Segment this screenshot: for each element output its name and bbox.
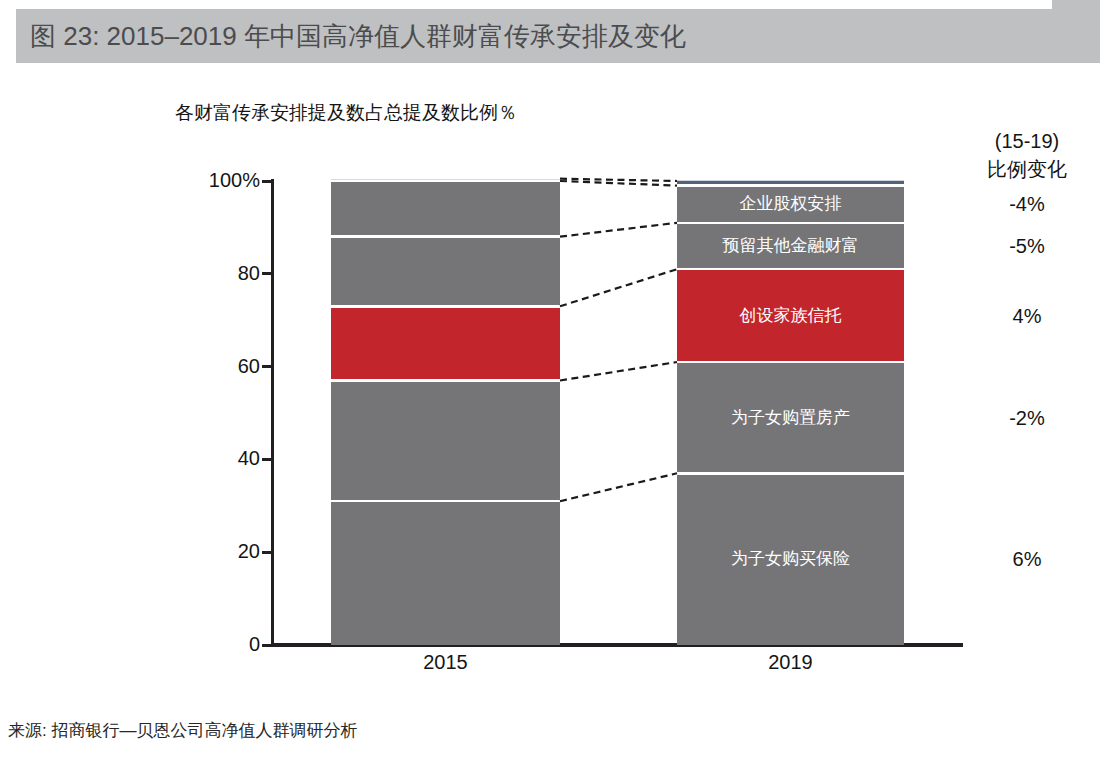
segment-gap	[677, 268, 904, 271]
plot-area: 100% 80 60 40 20 0 2015 为子女购买保险 6% 为子女购置房产 -2% 创设家族…	[0, 0, 1100, 761]
sliver-top-edge	[677, 180, 904, 182]
y-tick-label: 0	[190, 633, 260, 656]
bar-segment	[331, 181, 560, 237]
bar-segment	[331, 237, 560, 307]
change-value: 4%	[967, 304, 1087, 328]
segment-gap	[677, 222, 904, 225]
y-axis-tick	[262, 458, 271, 461]
segment-gap	[331, 500, 560, 503]
bar-segment	[331, 306, 560, 380]
source-line: 来源: 招商银行—贝恩公司高净值人群调研分析	[8, 719, 357, 742]
y-tick-label: 100%	[190, 169, 260, 192]
segment-label: 为子女购买保险	[677, 549, 904, 569]
y-axis-tick	[262, 365, 271, 368]
segment-gap	[331, 379, 560, 382]
x-axis-label: 2015	[396, 651, 496, 674]
y-tick-label: 40	[190, 447, 260, 470]
y-tick-label: 60	[190, 355, 260, 378]
y-tick-label: 80	[190, 262, 260, 285]
y-axis-tick	[262, 551, 271, 554]
y-axis-tick	[262, 644, 271, 647]
x-axis-label: 2019	[741, 651, 841, 674]
segment-gap	[677, 184, 904, 187]
segment-gap	[331, 305, 560, 308]
bar-segment	[331, 501, 560, 645]
segment-label: 企业股权安排	[677, 194, 904, 214]
segment-label: 为子女购置房产	[677, 408, 904, 428]
change-value: -5%	[967, 234, 1087, 258]
segment-gap	[677, 361, 904, 364]
segment-gap	[677, 472, 904, 475]
bar-segment	[331, 381, 560, 502]
y-axis-tick	[262, 272, 271, 275]
y-axis-line	[271, 179, 274, 647]
change-value: -2%	[967, 406, 1087, 430]
figure-page: 图 23: 2015–2019 年中国高净值人群财富传承安排及变化 各财富传承安…	[0, 0, 1100, 761]
segment-label: 创设家族信托	[677, 306, 904, 326]
change-value: 6%	[967, 547, 1087, 571]
segment-label: 预留其他金融财富	[677, 236, 904, 256]
y-axis-tick	[262, 180, 271, 183]
y-tick-label: 20	[190, 540, 260, 563]
change-value: -4%	[967, 192, 1087, 216]
segment-gap	[331, 180, 560, 183]
segment-gap	[331, 235, 560, 238]
